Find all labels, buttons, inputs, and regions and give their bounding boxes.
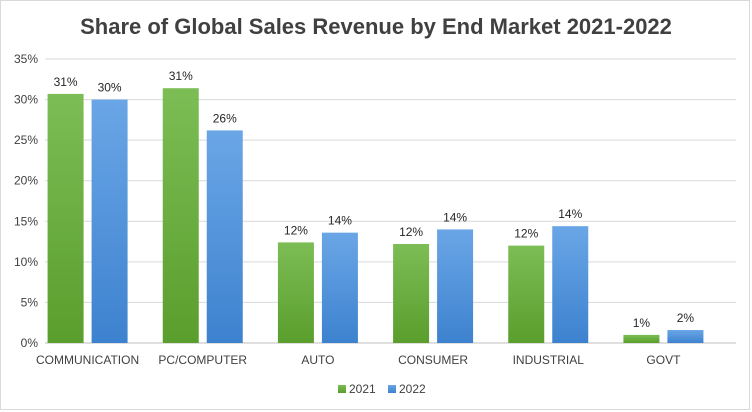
- y-tick-label: 15%: [14, 214, 38, 228]
- bar-2021-govt: [623, 334, 660, 343]
- data-label: 12%: [399, 225, 423, 239]
- bar-2021-pccomputer: [162, 88, 199, 343]
- legend-swatch-2021: [338, 385, 346, 393]
- y-axis-ticks: 0% 5% 10% 15% 20% 25% 30% 35%: [14, 52, 38, 350]
- data-labels: 31% 30% 31% 26% 12% 14% 12% 14% 12% 14% 1% 2%: [54, 69, 695, 330]
- bar-2021-auto: [277, 242, 314, 343]
- y-tick-label: 30%: [14, 93, 38, 107]
- x-category-label: PC/COMPUTER: [158, 353, 247, 367]
- bar-2022-govt: [667, 330, 704, 343]
- data-label: 12%: [284, 223, 308, 237]
- data-label: 14%: [558, 207, 582, 221]
- x-category-label: CONSUMER: [398, 353, 468, 367]
- bar-2021-consumer: [393, 244, 430, 343]
- x-category-label: GOVT: [646, 353, 681, 367]
- bar-2022-consumer: [437, 229, 474, 343]
- y-tick-label: 0%: [21, 336, 39, 350]
- x-category-label: COMMUNICATION: [36, 353, 139, 367]
- x-category-label: AUTO: [301, 353, 334, 367]
- bar-2022-industrial: [552, 226, 589, 343]
- bar-2022-communication: [91, 99, 128, 343]
- y-tick-label: 10%: [14, 255, 38, 269]
- data-label: 26%: [213, 111, 237, 125]
- legend: 2021 2022: [338, 382, 426, 396]
- bar-2022-pccomputer: [206, 130, 243, 343]
- bar-2021-communication: [47, 93, 84, 344]
- x-axis-categories: COMMUNICATION PC/COMPUTER AUTO CONSUMER INDU…: [36, 353, 681, 367]
- gridlines: [45, 58, 736, 344]
- data-label: 31%: [54, 75, 78, 89]
- data-label: 14%: [443, 210, 467, 224]
- bar-2021-industrial: [508, 245, 545, 343]
- data-label: 31%: [169, 69, 193, 83]
- legend-label: 2022: [399, 382, 426, 396]
- legend-label: 2021: [349, 382, 376, 396]
- bars: [47, 88, 704, 344]
- data-label: 1%: [633, 316, 651, 330]
- bar-2022-auto: [321, 232, 358, 343]
- legend-swatch-2022: [388, 385, 396, 393]
- x-category-label: INDUSTRIAL: [513, 353, 585, 367]
- y-tick-label: 35%: [14, 52, 38, 66]
- data-label: 12%: [514, 227, 538, 241]
- data-label: 30%: [98, 81, 122, 95]
- chart-title: Share of Global Sales Revenue by End Mar…: [80, 14, 672, 39]
- data-label: 2%: [677, 311, 695, 325]
- y-tick-label: 25%: [14, 133, 38, 147]
- data-label: 14%: [328, 214, 352, 228]
- y-tick-label: 5%: [21, 295, 39, 309]
- y-tick-label: 20%: [14, 174, 38, 188]
